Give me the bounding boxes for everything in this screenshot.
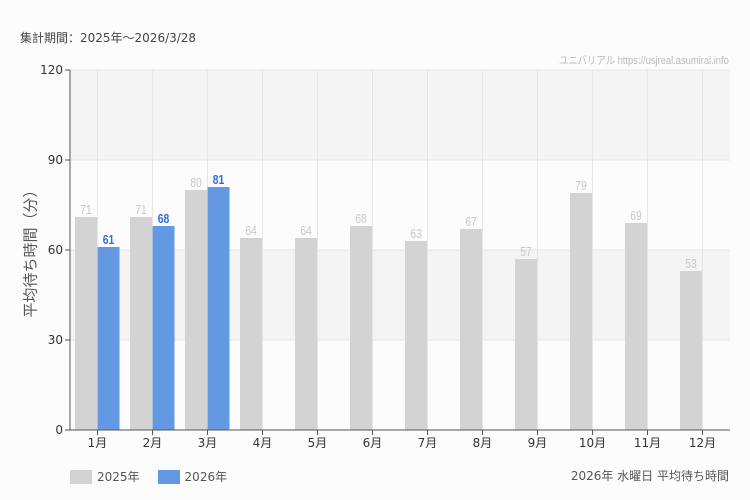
y-tick-label: 120: [40, 63, 63, 77]
legend-swatch-2026: [157, 469, 180, 484]
data-label: 64: [300, 224, 312, 238]
legend-item-2026[interactable]: 2026年: [157, 468, 228, 485]
x-tick-label: 7月: [418, 436, 438, 450]
x-tick-label: 6月: [363, 436, 383, 450]
y-tick-label: 0: [55, 423, 63, 437]
bar-2026: [97, 247, 120, 430]
bar-2025: [460, 229, 482, 430]
bar-2025: [240, 238, 262, 430]
data-label: 71: [135, 203, 147, 217]
grid-band: [70, 250, 730, 340]
bar-2025: [570, 193, 592, 430]
site-credit: ユニバリアル https://usjreal.asumirai.info: [559, 55, 729, 67]
x-tick-label: 5月: [308, 436, 328, 450]
y-axis-title: 平均待ち時間（分）: [21, 182, 40, 318]
bar-2025: [350, 226, 372, 430]
data-label: 57: [520, 245, 532, 259]
bar-2025: [185, 190, 207, 430]
data-label: 68: [158, 212, 170, 226]
y-tick-label: 30: [48, 333, 63, 347]
bar-2025: [680, 271, 702, 430]
data-label: 81: [213, 173, 225, 187]
x-tick-label: 11月: [634, 436, 661, 450]
bar-2025: [515, 259, 537, 430]
data-label: 63: [410, 227, 422, 241]
data-label: 64: [245, 224, 257, 238]
x-tick-label: 3月: [198, 436, 218, 450]
x-tick-label: 2月: [143, 436, 163, 450]
data-label: 61: [103, 233, 115, 247]
chart-legend: 2025年 2026年: [70, 468, 227, 485]
data-label: 69: [630, 209, 642, 223]
data-label: 79: [575, 179, 587, 193]
bar-2025: [295, 238, 317, 430]
grid-band: [70, 70, 730, 160]
aggregation-period: 集計期間：2025年～2026/3/28: [20, 31, 197, 45]
y-tick-label: 90: [48, 153, 63, 167]
x-tick-label: 1月: [88, 436, 108, 450]
data-label: 67: [465, 215, 477, 229]
bar-2026: [207, 187, 230, 430]
x-tick-label: 9月: [528, 436, 548, 450]
legend-label-2025: 2025年: [97, 470, 140, 484]
x-tick-label: 8月: [473, 436, 493, 450]
bar-2025: [625, 223, 647, 430]
data-label: 71: [80, 203, 92, 217]
bar-2026: [152, 226, 175, 430]
y-tick-label: 60: [48, 243, 63, 257]
bar-2025: [130, 217, 152, 430]
legend-swatch-2025: [70, 469, 92, 484]
data-label: 68: [355, 212, 367, 226]
legend-label-2026: 2026年: [184, 470, 228, 484]
bar-2025: [75, 217, 97, 430]
data-label: 53: [685, 257, 697, 271]
x-tick-label: 12月: [689, 436, 716, 450]
bar-2025: [405, 241, 427, 430]
x-tick-label: 4月: [253, 436, 273, 450]
data-label: 80: [190, 176, 202, 190]
legend-item-2025[interactable]: 2025年: [70, 468, 140, 485]
x-tick-label: 10月: [579, 436, 606, 450]
chart-subtitle: 2026年 水曜日 平均待ち時間: [570, 469, 729, 483]
